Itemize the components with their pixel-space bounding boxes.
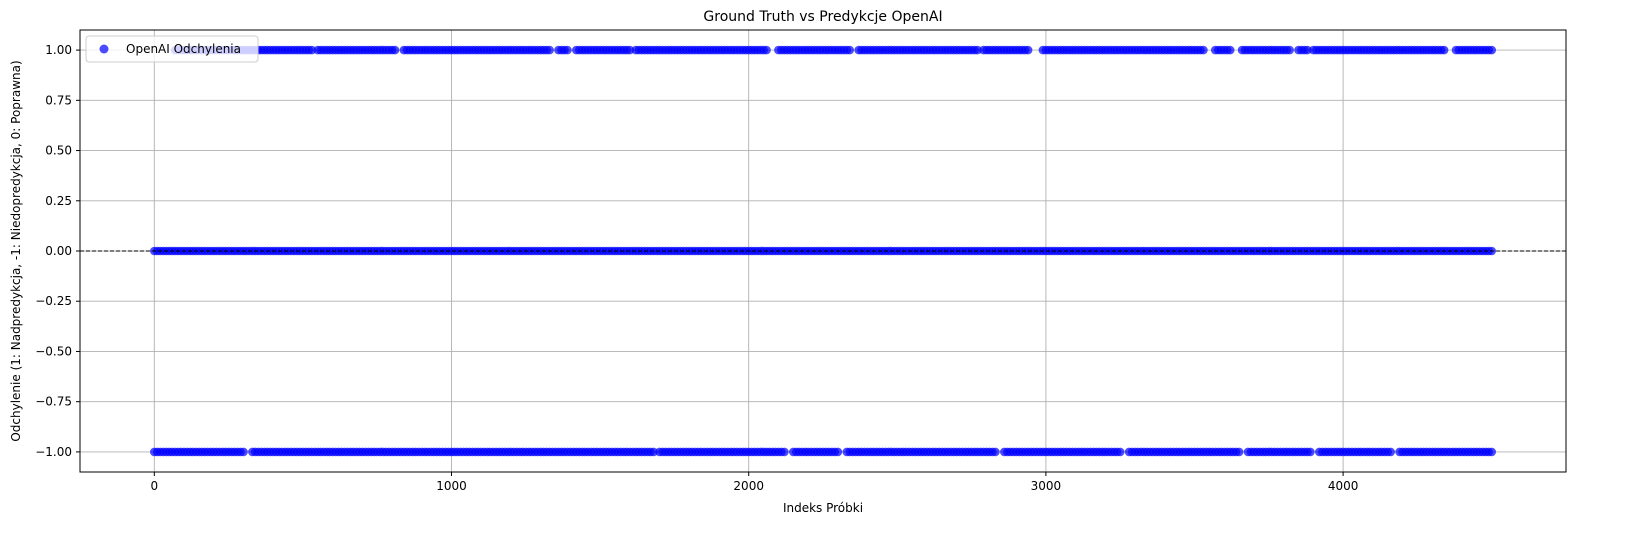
chart-title: Ground Truth vs Predykcje OpenAI: [703, 9, 942, 25]
y-tick-label: −0.50: [35, 344, 72, 358]
x-tick-label: 2000: [733, 479, 764, 493]
data-points: [150, 45, 1496, 457]
legend-entry-label: OpenAI Odchylenia: [126, 42, 241, 56]
y-tick-label: 0.75: [45, 93, 72, 107]
data-point: [1306, 447, 1315, 457]
data-point: [973, 45, 982, 55]
data-point: [1439, 45, 1449, 55]
data-point: [1487, 447, 1496, 457]
data-point: [1285, 45, 1294, 55]
data-point: [563, 45, 572, 55]
y-tick-label: −0.25: [35, 294, 72, 308]
data-point: [545, 45, 554, 55]
data-point: [1386, 447, 1395, 457]
y-tick-label: 0.50: [45, 144, 72, 158]
x-tick-label: 1000: [436, 479, 467, 493]
x-axis-ticks: 0 1000 2000 3000 4000: [150, 472, 1358, 493]
legend-box: [85, 35, 259, 63]
data-point: [1115, 447, 1125, 457]
data-point: [1199, 45, 1208, 55]
data-point: [1023, 45, 1033, 55]
data-point: [1487, 45, 1496, 55]
data-point: [1225, 45, 1235, 55]
legend-marker: [99, 44, 109, 54]
x-axis-label: Indeks Próbki: [783, 501, 863, 515]
y-tick-label: −0.75: [35, 395, 72, 409]
y-tick-label: −1.00: [35, 445, 72, 459]
data-point: [649, 447, 658, 457]
data-point: [762, 45, 771, 55]
data-point: [1234, 447, 1244, 457]
x-tick-label: 4000: [1328, 479, 1359, 493]
x-tick-label: 0: [150, 479, 158, 493]
y-tick-label: 0.00: [45, 244, 72, 258]
x-tick-label: 3000: [1031, 479, 1062, 493]
data-point: [239, 447, 248, 457]
y-tick-label: 0.25: [45, 194, 72, 208]
data-point: [780, 447, 789, 457]
data-point: [307, 45, 317, 55]
legend: OpenAI Odchylenia: [85, 35, 259, 63]
y-axis-label: Odchylenie (1: Nadpredykcja, -1: Niedopr…: [9, 60, 23, 441]
data-point: [991, 447, 1000, 457]
data-point: [845, 45, 854, 55]
y-tick-label: 1.00: [45, 43, 72, 57]
data-point: [1303, 45, 1312, 55]
data-point: [625, 45, 635, 55]
data-point: [390, 45, 400, 55]
y-axis-ticks: 1.00 0.75 0.50 0.25 0.00 −0.25 −0.50 −0.75 −1.00: [35, 43, 80, 459]
data-point: [833, 447, 843, 457]
